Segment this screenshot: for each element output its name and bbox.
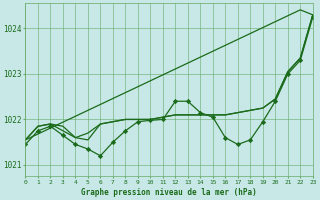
X-axis label: Graphe pression niveau de la mer (hPa): Graphe pression niveau de la mer (hPa) [81,188,257,197]
